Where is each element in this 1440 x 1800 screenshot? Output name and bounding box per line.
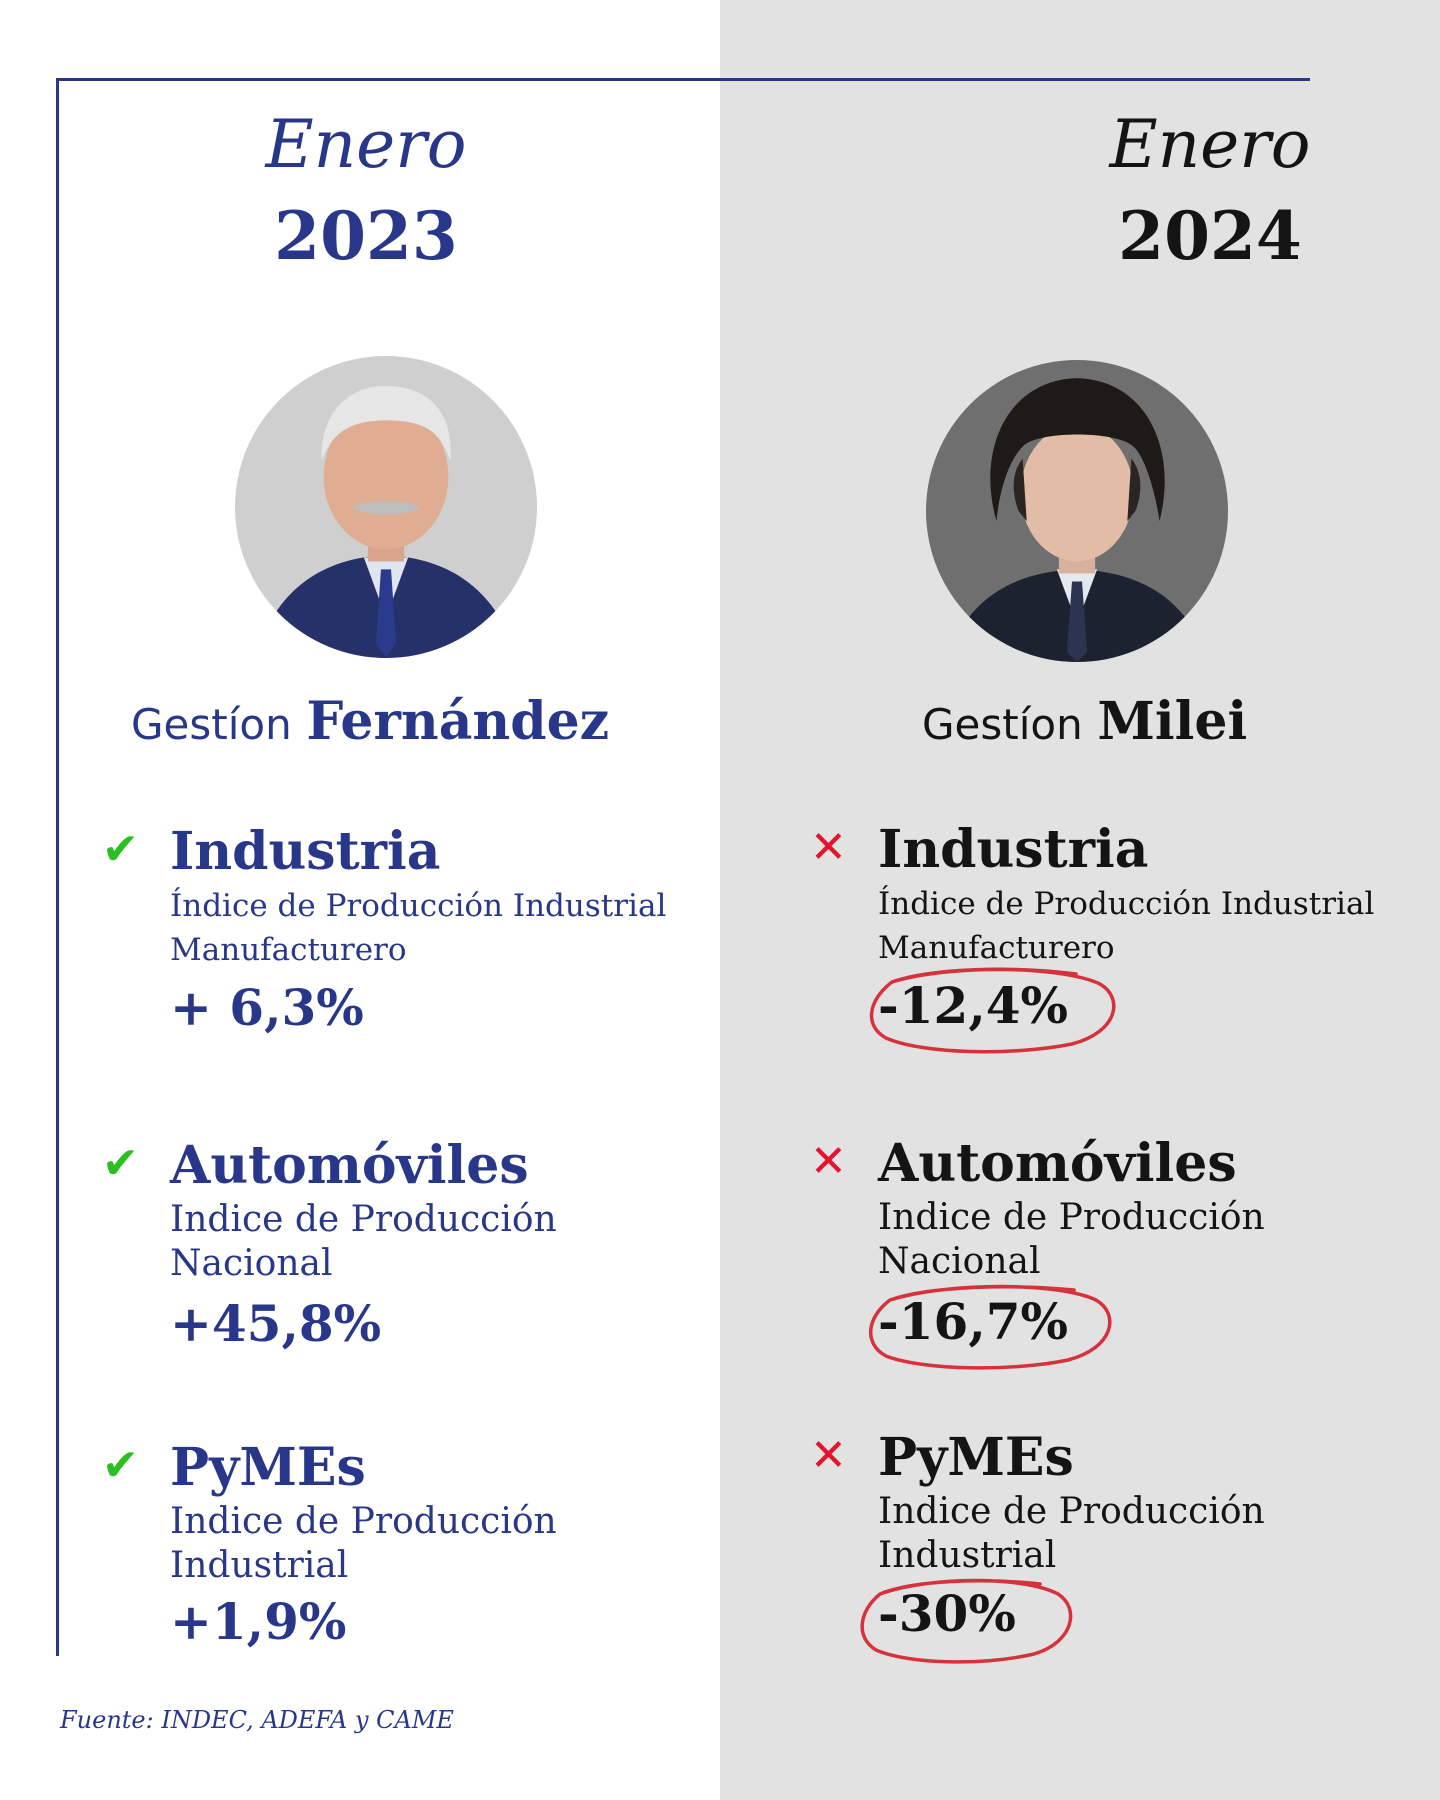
- gestion-prefix: Gestíon: [922, 700, 1083, 749]
- frame-top-line: [56, 78, 1310, 81]
- metric-subtitle: Índice de Producción Industrial Manufact…: [878, 886, 1375, 966]
- check-icon: ✔: [102, 1440, 139, 1491]
- portrait-fernandez: [235, 356, 537, 658]
- gestion-fernandez: Gestíon Fernández: [131, 692, 609, 755]
- metric-subtitle: Indice de Producción Industrial: [878, 1491, 1265, 1576]
- metric-subtitle: Indice de Producción Industrial: [170, 1501, 557, 1586]
- source-note: Fuente: INDEC, ADEFA y CAME: [60, 1706, 454, 1734]
- column-fernandez: Enero 2023 Gestíon Fernández ✔ Industria…: [60, 106, 667, 1734]
- month-label: Enero: [1109, 106, 1311, 183]
- metric-value: +1,9%: [170, 1592, 347, 1651]
- column-milei: Enero 2024 Gestíon Milei ✕ Industria Índ…: [720, 0, 1440, 1800]
- metric-subtitle: Índice de Producción Industrial Manufact…: [170, 888, 667, 968]
- portrait-milei: [926, 360, 1228, 662]
- year-label: 2024: [1118, 197, 1302, 275]
- metric-title: PyMEs: [170, 1437, 366, 1498]
- metric-title: Automóviles: [170, 1135, 529, 1196]
- check-icon: ✔: [102, 824, 139, 875]
- metric-title: Automóviles: [878, 1133, 1237, 1194]
- right-column-background: [720, 0, 1440, 1800]
- metric-title: Industria: [170, 821, 441, 882]
- metric-subtitle: Indice de Producción Nacional: [170, 1199, 557, 1284]
- frame-left-line: [56, 78, 59, 1656]
- cross-icon: ✕: [810, 1136, 847, 1187]
- metric-subtitle: Indice de Producción Nacional: [878, 1197, 1265, 1282]
- metric-value: -30%: [878, 1584, 1016, 1643]
- metric-title: Industria: [878, 819, 1149, 880]
- metric-value: -12,4%: [878, 976, 1069, 1035]
- metric-value: -16,7%: [878, 1292, 1069, 1351]
- cross-icon: ✕: [810, 1430, 847, 1481]
- gestion-name: Fernández: [306, 691, 610, 752]
- gestion-name: Milei: [1097, 691, 1248, 752]
- metric-title: PyMEs: [878, 1427, 1074, 1488]
- check-icon: ✔: [102, 1138, 139, 1189]
- metric-value: +45,8%: [170, 1294, 382, 1353]
- month-label: Enero: [265, 106, 467, 183]
- gestion-milei: Gestíon Milei: [922, 692, 1247, 755]
- cross-icon: ✕: [810, 822, 847, 873]
- metric-value: + 6,3%: [170, 978, 364, 1037]
- year-label: 2023: [274, 197, 458, 275]
- gestion-prefix: Gestíon: [131, 700, 292, 749]
